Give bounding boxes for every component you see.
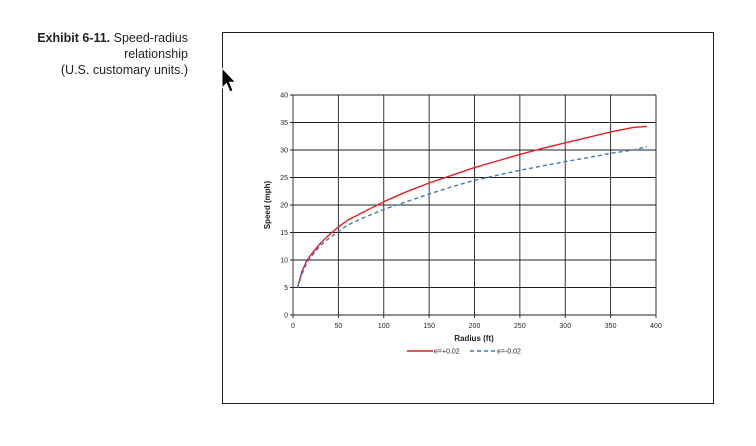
series-lines xyxy=(296,125,648,288)
legend-label-0: e=+0.02 xyxy=(434,349,460,356)
y-tick-label: 10 xyxy=(280,258,288,265)
caption-line-3: (U.S. customary units.) xyxy=(60,63,188,77)
caption-line-2: relationship xyxy=(124,47,188,61)
y-tick-label: 40 xyxy=(280,93,288,100)
series-line-1 xyxy=(296,146,648,288)
x-tick-label: 350 xyxy=(605,323,617,330)
x-tick-label: 0 xyxy=(291,323,295,330)
y-tick-label: 0 xyxy=(284,313,288,320)
exhibit-caption: Exhibit 6-11. Speed-radius relationship … xyxy=(10,30,188,78)
x-tick-label: 150 xyxy=(423,323,435,330)
y-axis-title: Speed (mph) xyxy=(263,180,272,229)
chart-frame xyxy=(222,32,714,404)
y-tick-label: 25 xyxy=(280,175,288,182)
x-tick-label: 50 xyxy=(334,323,342,330)
legend-label-1: e=-0.02 xyxy=(497,349,521,356)
x-tick-label: 100 xyxy=(378,323,390,330)
x-axis-title: Radius (ft) xyxy=(454,334,494,343)
y-tick-label: 15 xyxy=(280,230,288,237)
x-tick-label: 200 xyxy=(469,323,481,330)
x-tick-label: 250 xyxy=(514,323,526,330)
x-tick-label: 300 xyxy=(559,323,571,330)
legend: e=+0.02 e=-0.02 xyxy=(407,349,521,356)
x-tick-label: 400 xyxy=(650,323,662,330)
y-tick-label: 20 xyxy=(280,203,288,210)
exhibit-label: Exhibit 6-11. xyxy=(37,31,111,45)
series-line-0 xyxy=(296,125,647,288)
mouse-cursor-icon xyxy=(221,67,237,93)
y-tick-label: 30 xyxy=(280,148,288,155)
y-tick-label: 5 xyxy=(284,285,288,292)
caption-line-1: Speed-radius xyxy=(113,31,188,45)
y-tick-label: 35 xyxy=(280,120,288,127)
grid-lines xyxy=(290,94,657,318)
